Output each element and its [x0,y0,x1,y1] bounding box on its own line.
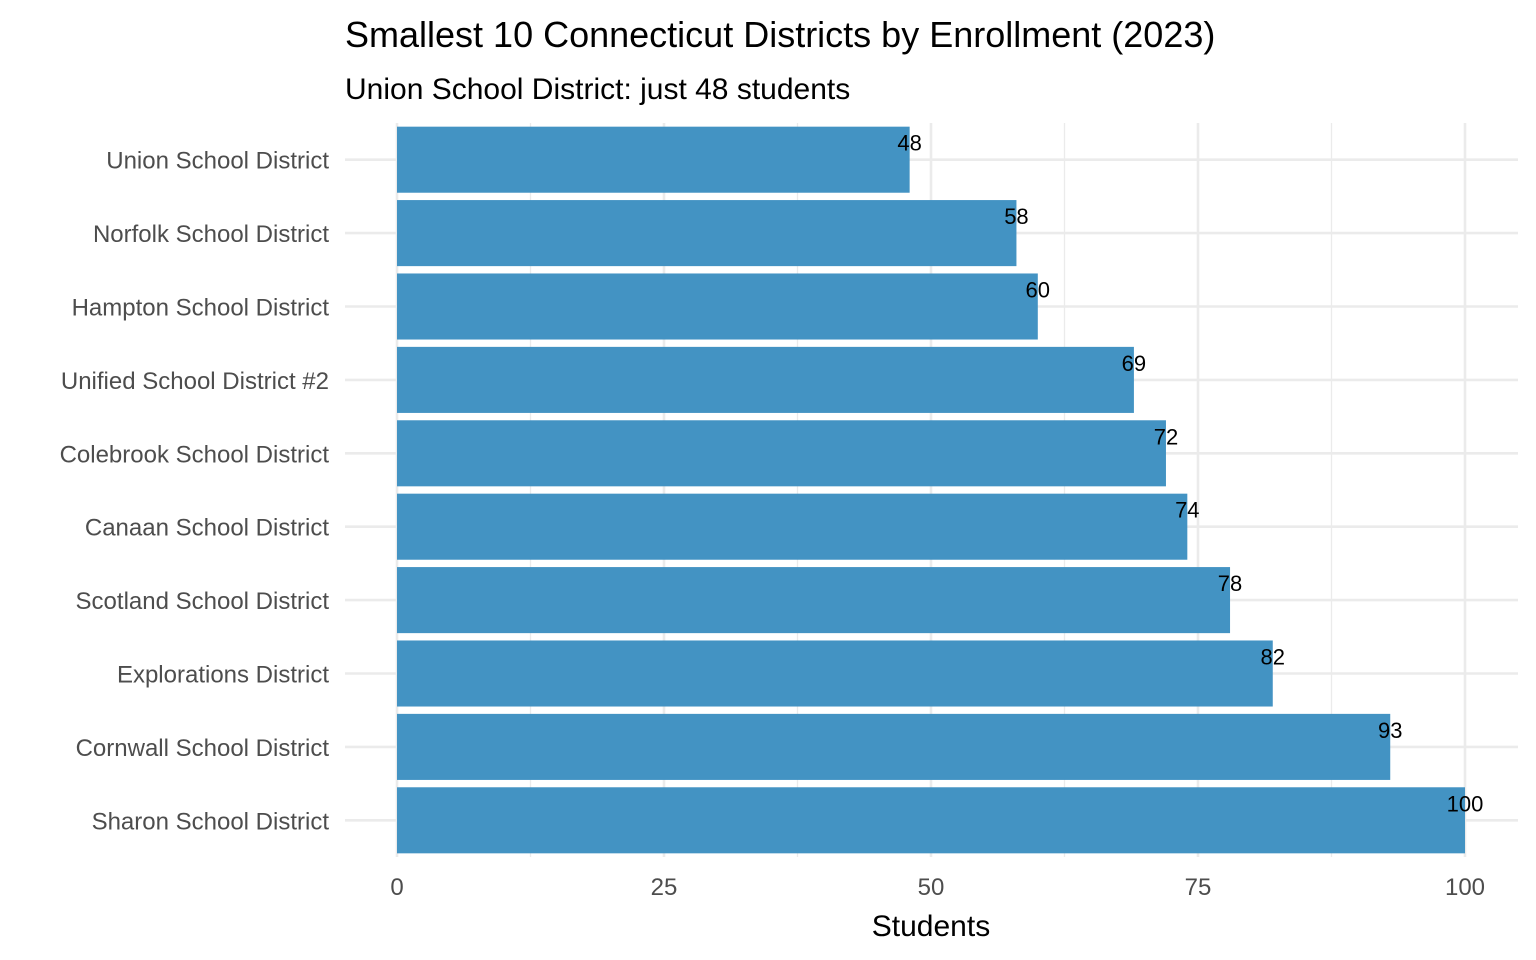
bar [397,346,1134,413]
x-tick-label: 25 [651,874,678,901]
data-label: 93 [1378,718,1402,743]
data-labels: 48 58 60 69 72 74 78 82 93 100 [897,131,1483,817]
chart-title: Smallest 10 Connecticut Districts by Enr… [345,14,1215,55]
data-label: 48 [897,131,921,156]
y-tick-label: Unified School District #2 [61,368,329,395]
y-tick-label: Norfolk School District [93,221,329,248]
data-label: 58 [1004,204,1028,229]
bar [397,787,1465,854]
bars [397,126,1465,854]
data-label: 78 [1218,571,1242,596]
y-tick-label: Scotland School District [76,588,330,615]
y-tick-label: Canaan School District [85,515,329,542]
data-label: 82 [1261,645,1285,670]
bar [397,493,1188,560]
x-axis-tick-labels: 0 25 50 75 100 [390,874,1485,901]
y-tick-label: Sharon School District [92,808,330,835]
x-tick-label: 75 [1185,874,1212,901]
y-tick-label: Colebrook School District [60,441,330,468]
bar [397,640,1273,707]
x-tick-label: 50 [918,874,945,901]
bar [397,126,910,193]
bar [397,420,1166,487]
data-label: 69 [1122,351,1146,376]
bar [397,567,1231,634]
data-label: 100 [1447,791,1484,816]
y-tick-label: Explorations District [117,662,329,689]
y-tick-label: Union School District [106,148,329,175]
x-tick-label: 100 [1445,874,1485,901]
x-tick-label: 0 [390,874,403,901]
bar [397,273,1038,340]
data-label: 74 [1175,498,1199,523]
y-tick-label: Cornwall School District [76,735,330,762]
bar [397,713,1391,780]
y-tick-label: Hampton School District [72,295,330,322]
data-label: 60 [1026,278,1050,303]
data-label: 72 [1154,424,1178,449]
x-axis-label: Students [872,910,990,943]
bar [397,200,1017,267]
chart-subtitle: Union School District: just 48 students [345,73,850,106]
y-axis-tick-labels: Union School District Norfolk School Dist… [60,148,330,836]
